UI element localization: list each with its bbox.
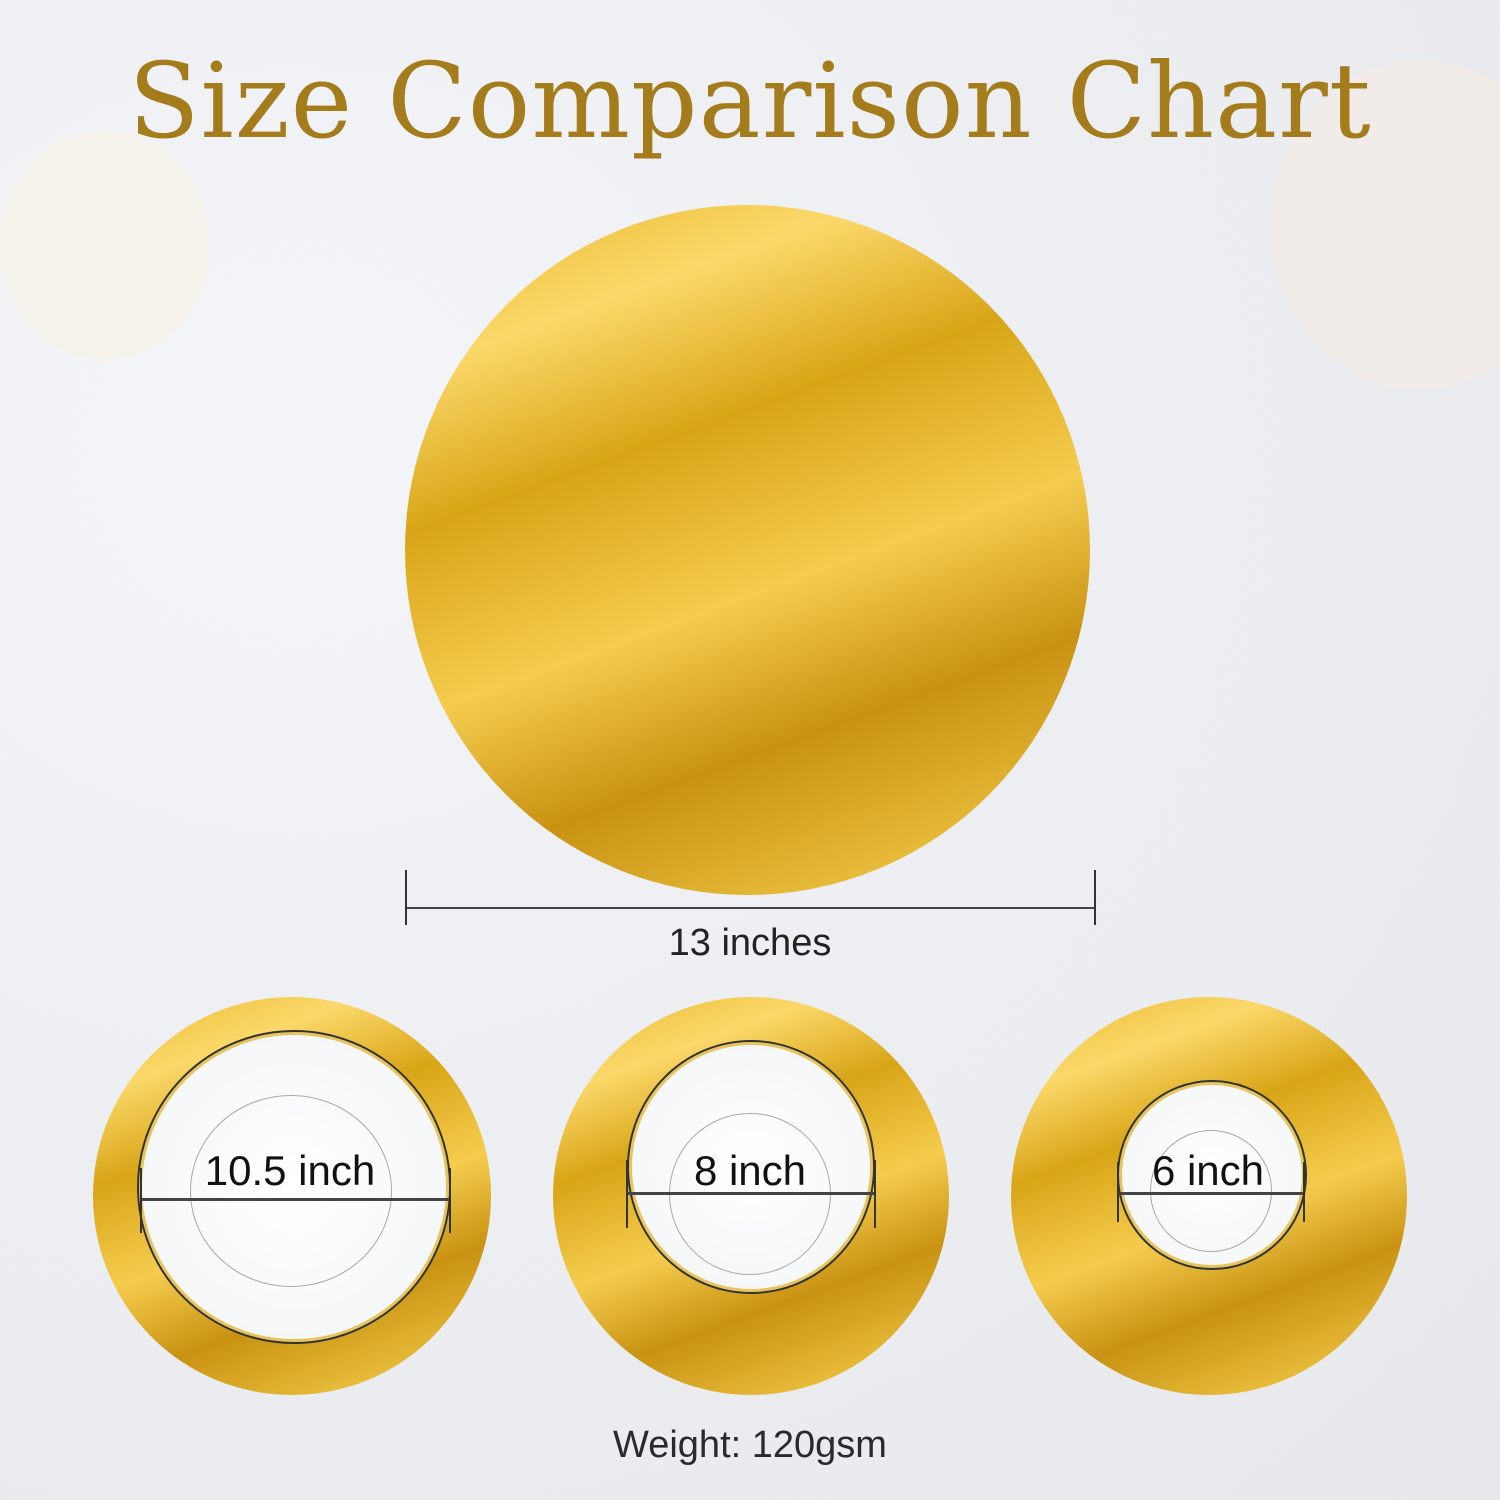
dimension-line (627, 1192, 875, 1195)
large-size-label: 13 inches (668, 922, 832, 964)
plate (137, 1030, 451, 1344)
dimension-line (1118, 1192, 1304, 1195)
dimension-line (141, 1198, 449, 1201)
dimension-line (406, 907, 1096, 909)
large-circle-13in (405, 205, 1090, 895)
page-title: Size Comparison Chart (128, 40, 1372, 162)
background-fruit-plate (1270, 60, 1500, 390)
dimension-tick-right (1094, 870, 1096, 925)
dimension-tick-left (140, 1168, 142, 1233)
small-size-label: 10.5 inch (204, 1147, 376, 1194)
background-candle (0, 130, 210, 360)
plate-inner-ring (1150, 1130, 1272, 1252)
plate-inner-ring (190, 1095, 392, 1287)
small-size-label: 6 inch (1151, 1147, 1265, 1194)
dimension-tick-right (874, 1160, 876, 1228)
dimension-tick-right (1303, 1162, 1305, 1222)
dimension-tick-left (626, 1160, 628, 1228)
small-size-label: 8 inch (693, 1147, 807, 1194)
dimension-tick-right (449, 1168, 451, 1233)
weight-label: Weight: 120gsm (613, 1424, 887, 1466)
dimension-tick-left (405, 870, 407, 925)
dimension-tick-left (1117, 1162, 1119, 1222)
